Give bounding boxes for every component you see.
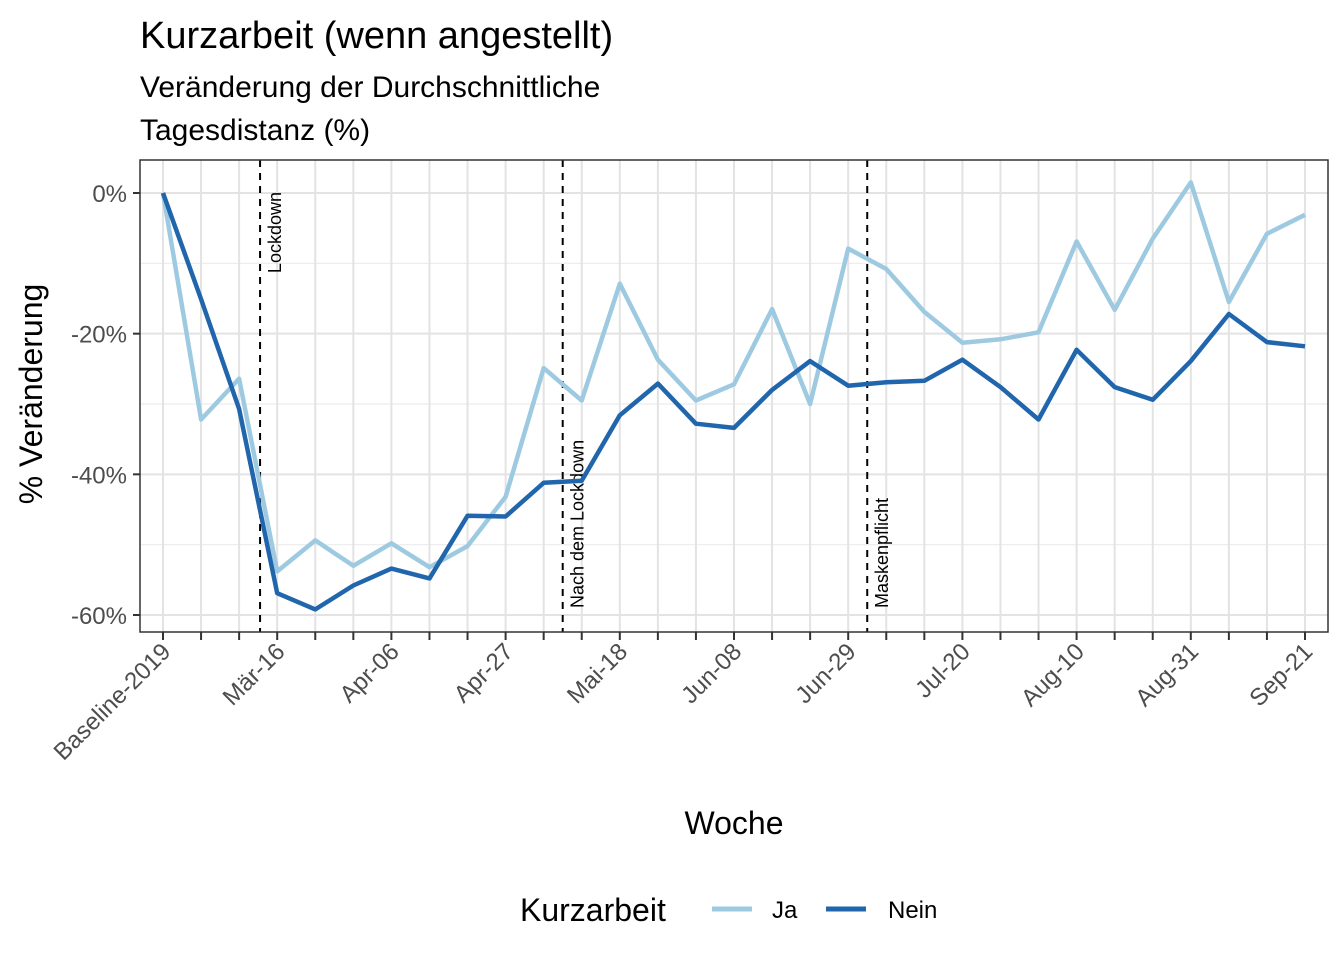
series-line-nein bbox=[160, 192, 1306, 612]
x-tick-label: Sep-21 bbox=[1244, 638, 1318, 712]
legend-label-nein: Nein bbox=[888, 897, 937, 924]
legend-label-ja: Ja bbox=[772, 897, 798, 924]
x-tick-label: Mär-16 bbox=[218, 638, 291, 711]
x-tick-label: Mai-18 bbox=[562, 638, 633, 709]
event-label-0: Lockdown bbox=[265, 192, 285, 273]
event-label-1: Nach dem Lockdown bbox=[568, 440, 588, 608]
x-tick-label: Jun-08 bbox=[676, 638, 747, 709]
x-tick-label: Apr-06 bbox=[335, 638, 405, 708]
x-axis-label: Woche bbox=[684, 805, 783, 841]
chart-subtitle-line-2: Tagesdistanz (%) bbox=[140, 114, 370, 147]
x-tick-label: Jun-29 bbox=[790, 638, 861, 709]
x-tick-label: Jul-20 bbox=[910, 638, 975, 703]
y-tick-label: -40% bbox=[71, 462, 127, 489]
x-tick-label: Baseline-2019 bbox=[49, 638, 177, 766]
x-tick-label: Aug-10 bbox=[1016, 638, 1090, 712]
y-tick-label: -60% bbox=[71, 603, 127, 630]
legend: Kurzarbeit Ja Nein bbox=[520, 892, 937, 928]
event-label-2: Maskenpflicht bbox=[872, 498, 892, 608]
chart-title: Kurzarbeit (wenn angestellt) bbox=[140, 15, 613, 57]
x-tick-label: Aug-31 bbox=[1130, 638, 1204, 712]
plot-area: Lockdown Nach dem Lockdown Maskenpflicht 0%… bbox=[49, 159, 1329, 766]
legend-title: Kurzarbeit bbox=[520, 892, 666, 928]
y-tick-label: 0% bbox=[92, 181, 127, 208]
x-tick-label: Apr-27 bbox=[449, 638, 519, 708]
y-axis-label: % Veränderung bbox=[13, 284, 49, 505]
y-tick-label: -20% bbox=[71, 322, 127, 349]
chart-subtitle-line-1: Veränderung der Durchschnittliche bbox=[140, 71, 600, 104]
series-line-ja bbox=[160, 180, 1307, 574]
